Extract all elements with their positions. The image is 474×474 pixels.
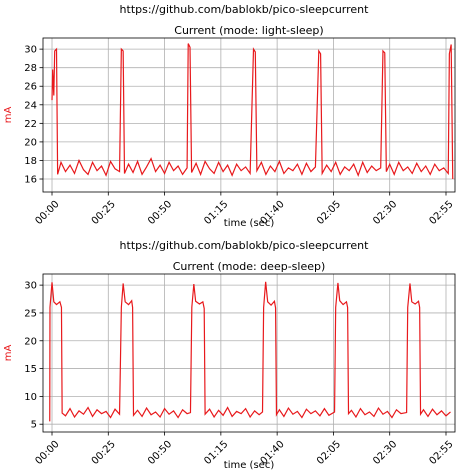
axes-frame bbox=[42, 37, 456, 193]
x-tick-label: 00:25 bbox=[90, 439, 118, 467]
y-tick-label: 20 bbox=[24, 137, 37, 148]
y-tick-label: 10 bbox=[24, 392, 37, 403]
suptitle: https://github.com/bablokb/pico-sleepcur… bbox=[120, 239, 370, 252]
axes-frame bbox=[42, 273, 456, 433]
x-tick-label: 00:50 bbox=[146, 439, 174, 467]
x-tick-label: 02:30 bbox=[371, 439, 399, 467]
y-tick-label: 5 bbox=[31, 420, 37, 431]
x-tick-label: 02:05 bbox=[315, 199, 343, 227]
data-line bbox=[51, 43, 454, 180]
x-axis-label: time (sec) bbox=[224, 218, 275, 229]
x-tick-label: 00:00 bbox=[33, 199, 61, 227]
x-tick-label: 00:25 bbox=[90, 199, 118, 227]
y-tick-label: 25 bbox=[24, 308, 37, 319]
y-axis-label: mA bbox=[3, 107, 14, 124]
x-tick-label: 00:00 bbox=[33, 439, 61, 467]
y-tick-label: 18 bbox=[24, 156, 37, 167]
y-axis-label: mA bbox=[3, 345, 14, 362]
x-axis-label: time (sec) bbox=[224, 460, 275, 471]
y-tick-label: 16 bbox=[24, 175, 37, 186]
x-tick-label: 02:55 bbox=[427, 439, 455, 467]
suptitle: https://github.com/bablokb/pico-sleepcur… bbox=[120, 3, 370, 16]
x-tick-label: 00:50 bbox=[146, 199, 174, 227]
y-tick-label: 28 bbox=[24, 63, 37, 74]
y-tick-label: 24 bbox=[24, 100, 37, 111]
y-tick-label: 30 bbox=[24, 281, 37, 292]
data-line bbox=[49, 281, 451, 422]
y-tick-label: 26 bbox=[24, 82, 37, 93]
x-tick-label: 02:05 bbox=[315, 439, 343, 467]
x-tick-label: 02:30 bbox=[371, 199, 399, 227]
y-tick-label: 30 bbox=[24, 45, 37, 56]
y-tick-label: 15 bbox=[24, 364, 37, 375]
y-tick-label: 22 bbox=[24, 119, 37, 130]
y-tick-label: 20 bbox=[24, 336, 37, 347]
chart-title: Current (mode: deep-sleep) bbox=[173, 260, 326, 273]
chart-title: Current (mode: light-sleep) bbox=[174, 24, 323, 37]
x-tick-label: 02:55 bbox=[427, 199, 455, 227]
